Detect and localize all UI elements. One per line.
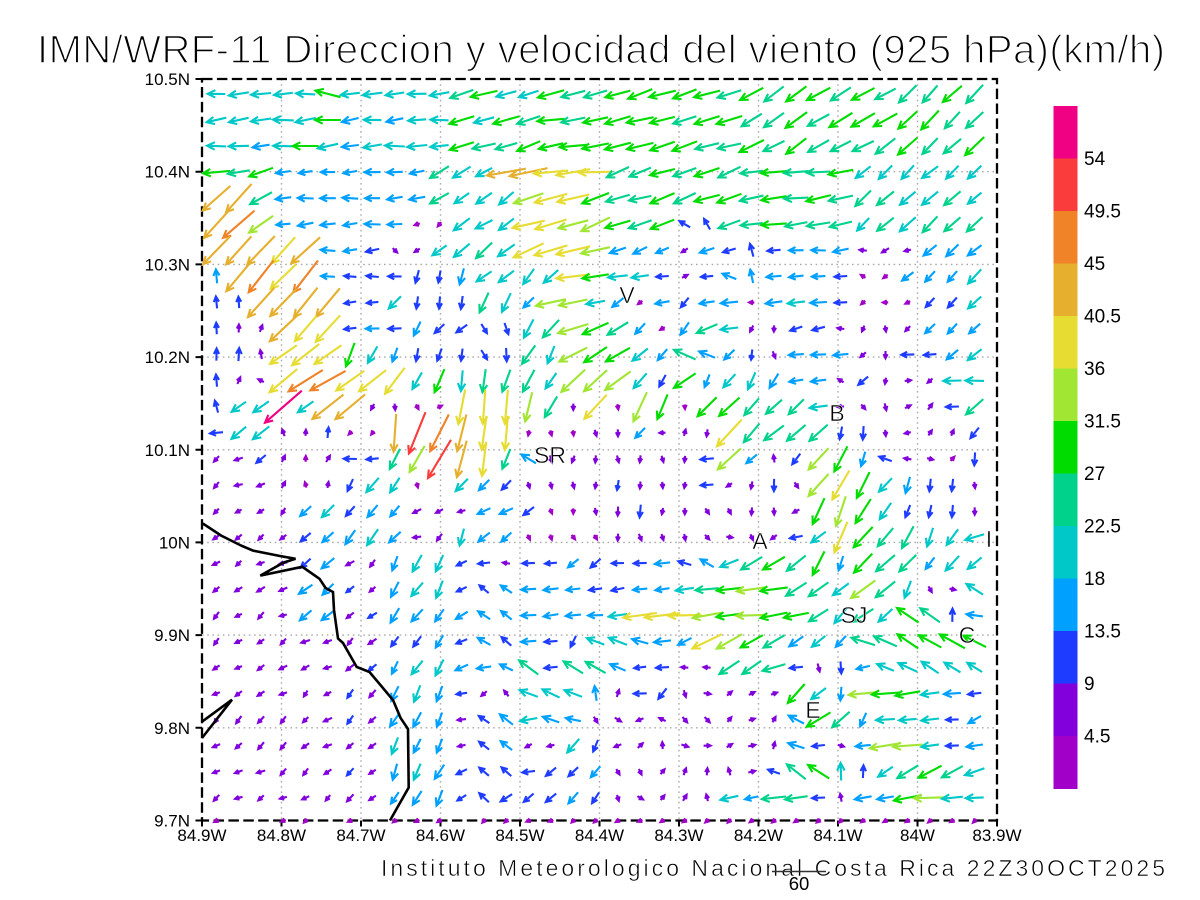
svg-text:E: E: [805, 697, 820, 723]
svg-text:B: B: [829, 400, 844, 426]
svg-text:22.5: 22.5: [1084, 517, 1121, 538]
svg-text:84.2W: 84.2W: [734, 826, 783, 845]
svg-text:IMN/WRF-11 Direccion y velocid: IMN/WRF-11 Direccion y velocidad del vie…: [37, 28, 1165, 72]
svg-text:9.7N: 9.7N: [154, 812, 190, 831]
svg-text:SJ: SJ: [841, 602, 868, 628]
svg-text:49.5: 49.5: [1084, 202, 1121, 223]
svg-text:54: 54: [1084, 149, 1106, 170]
svg-text:84.3W: 84.3W: [654, 826, 703, 845]
svg-text:9.9N: 9.9N: [154, 626, 190, 645]
svg-text:C: C: [959, 622, 976, 648]
svg-text:83.9W: 83.9W: [972, 826, 1021, 845]
svg-text:84.8W: 84.8W: [257, 826, 306, 845]
svg-text:10N: 10N: [159, 533, 190, 552]
svg-text:13.5: 13.5: [1084, 622, 1121, 643]
svg-text:9: 9: [1084, 674, 1095, 695]
svg-text:60: 60: [789, 873, 810, 894]
svg-text:4.5: 4.5: [1084, 727, 1110, 748]
svg-text:18: 18: [1084, 569, 1105, 590]
svg-text:40.5: 40.5: [1084, 307, 1121, 328]
svg-text:10.1N: 10.1N: [145, 441, 190, 460]
svg-text:10.5N: 10.5N: [145, 70, 190, 89]
svg-text:84.4W: 84.4W: [575, 826, 624, 845]
svg-text:9.8N: 9.8N: [154, 719, 190, 738]
svg-text:10.2N: 10.2N: [145, 348, 190, 367]
svg-text:84.7W: 84.7W: [336, 826, 385, 845]
svg-text:10.4N: 10.4N: [145, 163, 190, 182]
svg-text:27: 27: [1084, 464, 1105, 485]
svg-text:84.9W: 84.9W: [177, 826, 226, 845]
svg-text:31.5: 31.5: [1084, 412, 1121, 433]
svg-text:SR: SR: [534, 442, 566, 468]
svg-text:V: V: [619, 282, 635, 308]
svg-text:A: A: [752, 528, 768, 554]
svg-text:Instituto Meteorologico Nacion: Instituto Meteorologico Nacional Costa R…: [381, 855, 1165, 881]
svg-text:10.3N: 10.3N: [145, 255, 190, 274]
svg-text:84W: 84W: [900, 826, 935, 845]
svg-text:36: 36: [1084, 359, 1105, 380]
svg-text:45: 45: [1084, 254, 1105, 275]
svg-text:I: I: [986, 526, 992, 552]
svg-text:84.5W: 84.5W: [495, 826, 544, 845]
svg-text:84.6W: 84.6W: [416, 826, 465, 845]
svg-text:84.1W: 84.1W: [813, 826, 862, 845]
